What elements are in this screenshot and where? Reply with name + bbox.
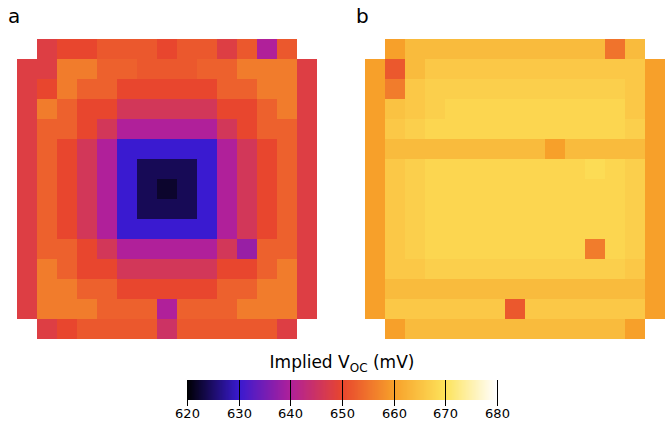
svg-text:620: 620 (175, 406, 200, 421)
svg-text:670: 670 (433, 406, 458, 421)
html-text:b: b (356, 4, 369, 28)
html-text:Implied VOC(mV): Implied VOC(mV) (269, 352, 415, 376)
svg-text:650: 650 (330, 406, 355, 421)
svg-text:630: 630 (227, 406, 252, 421)
html-text:a: a (8, 4, 21, 28)
svg-text:640: 640 (278, 406, 303, 421)
svg-text:660: 660 (382, 406, 407, 421)
svg-text:680: 680 (485, 406, 510, 421)
